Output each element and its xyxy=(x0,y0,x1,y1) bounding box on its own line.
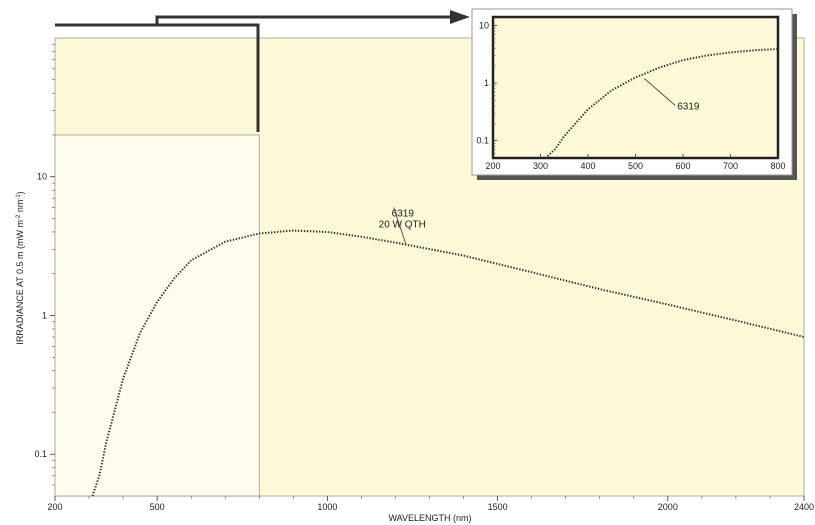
inset-x-tick-label: 300 xyxy=(533,161,548,171)
y-axis-title-part: -1 xyxy=(16,194,22,200)
y-axis-title: IRRADIANCE AT 0.5 m (mW m-2 nm-1) xyxy=(15,191,25,344)
main-highlight-region xyxy=(54,134,260,497)
y-axis-title-part: -2 xyxy=(16,214,22,220)
main-series-6319 xyxy=(91,229,805,497)
inset-plot-area xyxy=(491,15,780,160)
main-x-tick-label: 200 xyxy=(47,502,62,512)
inset-y-tick-label: 0.1 xyxy=(476,136,489,146)
inset-annotation-leader xyxy=(643,78,676,106)
main-annotation-line-2: 20 W QTH xyxy=(379,220,426,231)
inset-x-tick-label: 200 xyxy=(485,161,500,171)
main-y-tick-label: 10 xyxy=(37,172,47,182)
main-y-tick-label: 0.1 xyxy=(34,449,47,459)
y-axis-title-part: IRRADIANCE AT 0.5 m (mW m xyxy=(15,220,25,345)
main-x-tick-label: 500 xyxy=(150,502,165,512)
inset-x-tick-label: 700 xyxy=(723,161,738,171)
main-annotation-leader xyxy=(393,207,407,244)
main-annotation-line-1: 6319 xyxy=(392,209,415,220)
inset-callout-bracket xyxy=(55,23,260,132)
inset-x-tick-label: 800 xyxy=(770,161,785,171)
y-axis-title-part: nm xyxy=(15,200,25,215)
inset-tick-labels: 200 300 400 500 600 700 800 0.1 1 10 xyxy=(476,20,785,171)
main-x-tick-label: 2000 xyxy=(658,502,678,512)
inset-y-tick-label: 10 xyxy=(479,20,489,30)
inset-x-tick-label: 600 xyxy=(675,161,690,171)
inset-x-tick-label: 400 xyxy=(580,161,595,171)
main-y-tick-label: 1 xyxy=(42,310,47,320)
inset-callout-arrow-line xyxy=(155,15,452,25)
main-x-tick-label: 1000 xyxy=(317,502,337,512)
inset-y-tick-label: 1 xyxy=(484,78,489,88)
inset-x-tick-label: 500 xyxy=(628,161,643,171)
inset-callout-arrowhead xyxy=(450,10,470,24)
main-x-tick-label: 1500 xyxy=(488,502,508,512)
main-tick-labels: 200 500 1000 1500 2000 2400 0.1 1 10 xyxy=(34,172,814,512)
main-x-tick-label: 2400 xyxy=(794,502,814,512)
y-axis-title-part: ) xyxy=(15,191,25,194)
inset-series-6319 xyxy=(544,48,779,159)
main-ticks xyxy=(50,44,805,501)
x-axis-title: WAVELENGTH (nm) xyxy=(388,513,471,523)
inset-annotation: 6319 xyxy=(677,101,700,112)
inset-ticks xyxy=(492,25,779,158)
